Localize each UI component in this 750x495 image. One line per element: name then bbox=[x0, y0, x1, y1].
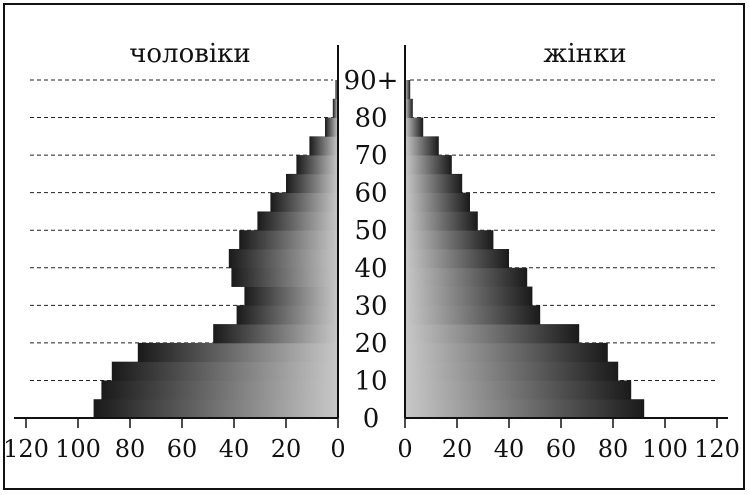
bar-male bbox=[244, 286, 338, 306]
bar-male bbox=[309, 136, 338, 156]
age-label: 30 bbox=[354, 291, 387, 321]
bar-male bbox=[239, 230, 338, 250]
x-tick-label-left: 20 bbox=[271, 435, 302, 463]
bar-female bbox=[405, 98, 413, 118]
bar-female bbox=[405, 324, 580, 344]
x-tick-label-right: 20 bbox=[442, 435, 473, 463]
bar-female bbox=[405, 117, 424, 137]
bar-female bbox=[405, 80, 411, 100]
bar-male bbox=[332, 98, 338, 118]
bar-female bbox=[405, 399, 645, 419]
bar-female bbox=[405, 230, 494, 250]
age-label: 10 bbox=[354, 366, 387, 396]
bar-female bbox=[405, 342, 608, 363]
bar-female bbox=[405, 380, 632, 400]
x-tick-label-left: 100 bbox=[55, 435, 101, 463]
bar-female bbox=[405, 267, 528, 287]
bar-female bbox=[405, 211, 478, 231]
age-label: 80 bbox=[354, 104, 387, 134]
right-title: жінки bbox=[543, 39, 626, 69]
age-label: 0 bbox=[363, 404, 380, 434]
x-tick-label-right: 100 bbox=[642, 435, 688, 463]
bars bbox=[93, 80, 645, 419]
bar-female bbox=[405, 249, 509, 269]
age-label: 90+ bbox=[344, 66, 399, 96]
bar-male bbox=[93, 399, 338, 419]
bar-male bbox=[231, 267, 338, 287]
x-tick-label-left: 40 bbox=[219, 435, 250, 463]
x-tick-label-right: 80 bbox=[598, 435, 629, 463]
bar-male bbox=[213, 324, 338, 344]
bar-male bbox=[236, 305, 338, 325]
bar-male bbox=[270, 192, 338, 212]
age-label: 60 bbox=[354, 179, 387, 209]
bar-male bbox=[325, 117, 338, 137]
bar-female bbox=[405, 155, 452, 175]
x-tick-label-left: 80 bbox=[115, 435, 146, 463]
bar-female bbox=[405, 305, 541, 325]
x-tick-label-left: 0 bbox=[330, 435, 345, 463]
bar-female bbox=[405, 192, 470, 212]
x-tick-label-left: 120 bbox=[3, 435, 49, 463]
bar-female bbox=[405, 286, 533, 306]
bar-female bbox=[405, 361, 619, 381]
axes bbox=[14, 45, 728, 428]
age-label: 20 bbox=[354, 329, 387, 359]
x-tick-label-left: 60 bbox=[167, 435, 198, 463]
x-tick-label-right: 120 bbox=[694, 435, 740, 463]
bar-male bbox=[335, 80, 338, 100]
bar-male bbox=[257, 211, 338, 231]
bar-male bbox=[228, 249, 338, 269]
bar-female bbox=[405, 173, 463, 194]
labels: чоловіки жінки 120 100 80 60 40 20 0 0 20 40 60 80 1… bbox=[3, 39, 740, 463]
bar-male bbox=[286, 173, 338, 194]
bar-male bbox=[296, 155, 338, 175]
bar-male bbox=[101, 380, 339, 400]
age-label: 70 bbox=[354, 141, 387, 171]
age-label: 40 bbox=[354, 254, 387, 284]
x-tick-label-right: 0 bbox=[397, 435, 412, 463]
bar-male bbox=[111, 361, 338, 381]
x-tick-label-right: 40 bbox=[494, 435, 525, 463]
x-tick-label-right: 60 bbox=[546, 435, 577, 463]
bar-female bbox=[405, 136, 439, 156]
left-title: чоловіки bbox=[129, 39, 251, 69]
age-label: 50 bbox=[354, 216, 387, 246]
bar-male bbox=[137, 342, 338, 363]
